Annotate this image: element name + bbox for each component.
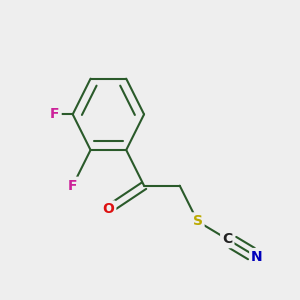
Text: F: F [50,107,60,121]
Text: O: O [103,202,114,216]
Text: F: F [68,179,77,193]
Text: C: C [222,232,233,246]
Text: S: S [193,214,202,228]
Text: N: N [251,250,263,264]
